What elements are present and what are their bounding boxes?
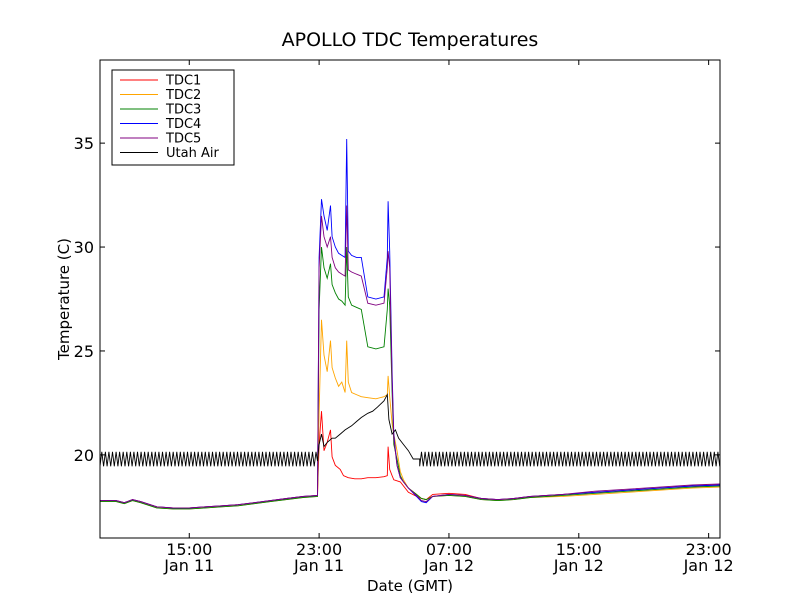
y-tick-label: 25 [74,342,94,361]
legend-label-tdc5: TDC5 [165,132,201,147]
x-tick-label-date: Jan 11 [293,556,344,575]
x-tick-label-date: Jan 12 [683,556,734,575]
x-tick-label-date: Jan 11 [163,556,214,575]
y-tick-label: 30 [74,238,94,257]
x-tick-label-date: Jan 12 [423,556,474,575]
y-tick-label: 20 [74,446,94,465]
x-tick-label-date: Jan 12 [553,556,604,575]
y-axis-label: Temperature (C) [55,238,73,361]
series-layer [99,138,721,510]
x-tick-label-time: 23:00 [296,540,342,559]
chart-title: APOLLO TDC Temperatures [282,29,539,51]
series-line-tdc3 [100,246,721,510]
x-tick-label-time: 15:00 [166,540,212,559]
legend-label-tdc4: TDC4 [165,117,201,132]
series-line-utah-air [99,392,721,467]
y-tick-label: 35 [74,134,94,153]
legend-label-tdc2: TDC2 [165,88,201,103]
x-tick-label-time: 15:00 [556,540,602,559]
legend-label-tdc1: TDC1 [165,74,201,89]
legend-frame [111,69,235,166]
x-axis-label: Date (GMT) [367,577,453,595]
x-tick-label-time: 07:00 [426,540,472,559]
legend-label-tdc3: TDC3 [165,103,201,118]
legend-label-utah-air: Utah Air [166,146,219,161]
series-line-tdc5 [100,205,721,509]
x-tick-label-time: 23:00 [686,540,732,559]
plot-frame [99,59,721,539]
